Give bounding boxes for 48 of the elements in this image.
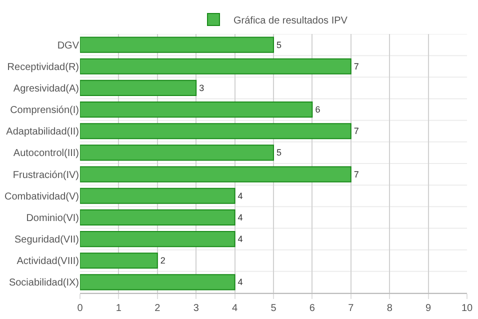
- data-label: 7: [354, 169, 359, 180]
- bar: [80, 274, 236, 290]
- bar: [80, 101, 313, 118]
- bar: [80, 252, 158, 269]
- x-tick-label: 2: [154, 303, 161, 314]
- y-tick-label: Frustración(IV): [12, 170, 79, 181]
- x-tick-label: 10: [461, 303, 473, 314]
- x-tick-label: 4: [232, 303, 238, 314]
- bar: [80, 144, 274, 161]
- y-tick-label: Dominio(VI): [26, 212, 79, 224]
- y-tick-label: Receptividad(R): [7, 62, 79, 73]
- bar: [80, 166, 352, 182]
- x-tick-label: 8: [386, 303, 393, 314]
- y-tick-label: Adaptabilidad(II): [6, 126, 79, 138]
- y-tick-label: Actividad(VIII): [16, 256, 79, 268]
- x-tick-label: 3: [193, 303, 200, 314]
- bar: [80, 209, 236, 226]
- y-tick-label: DGV: [57, 40, 80, 52]
- data-label: 7: [354, 61, 359, 72]
- data-label: 4: [238, 190, 243, 201]
- y-tick-label: Seguridad(VII): [14, 234, 79, 246]
- data-label: 5: [276, 40, 282, 50]
- bar: [80, 188, 236, 204]
- data-label: 7: [354, 126, 359, 136]
- bar: [80, 230, 236, 248]
- x-tick-label: 1: [116, 303, 122, 314]
- y-tick-label: Sociabilidad(IX): [8, 278, 79, 289]
- y-tick-label: Agresividad(A): [13, 83, 79, 94]
- data-label: 4: [238, 234, 243, 244]
- y-tick-label: Combatividad(V): [4, 191, 79, 202]
- y-tick-label: Comprensión(I): [10, 105, 79, 116]
- data-label: 6: [315, 104, 320, 115]
- data-label: 2: [160, 256, 166, 266]
- bar: [80, 58, 352, 74]
- bar: [80, 36, 274, 53]
- x-tick-label: 7: [348, 303, 354, 314]
- bar: [80, 123, 352, 140]
- data-label: 5: [276, 148, 282, 158]
- bar: [80, 80, 197, 96]
- y-tick-label: Autocontrol(III): [13, 148, 79, 160]
- data-label: 4: [238, 277, 243, 288]
- data-label: 3: [199, 82, 204, 93]
- x-tick-label: 9: [426, 303, 432, 314]
- data-label: 4: [238, 212, 243, 222]
- x-tick-label: 5: [270, 303, 277, 314]
- x-tick-label: 0: [77, 303, 84, 314]
- legend-label: Gráfica de resultados IPV: [234, 15, 348, 26]
- x-tick-label: 6: [309, 303, 316, 314]
